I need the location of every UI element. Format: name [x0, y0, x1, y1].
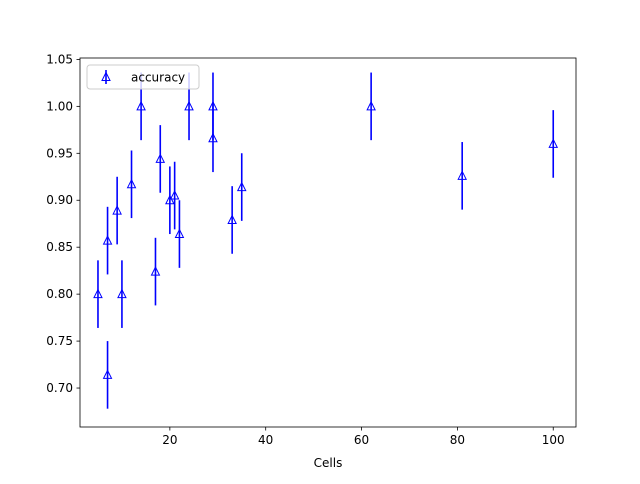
data-point-marker — [548, 138, 559, 148]
x-tick-label: 60 — [354, 433, 369, 447]
y-tick-label: 1.05 — [46, 52, 73, 66]
data-point-marker — [136, 100, 146, 111]
y-tick-label: 0.85 — [46, 240, 73, 254]
x-axis: 20 40 60 80 100 — [162, 427, 565, 447]
data-point-marker — [102, 369, 113, 379]
axes-frame — [79, 57, 577, 428]
data-point-marker — [155, 153, 166, 163]
x-tick-label: 80 — [450, 433, 465, 447]
legend-box — [86, 64, 200, 90]
y-tick-label: 0.70 — [46, 381, 73, 395]
data-point-marker — [102, 235, 113, 245]
data-point-marker — [165, 194, 175, 205]
x-tick-label: 20 — [162, 433, 177, 447]
legend-marker — [101, 71, 111, 81]
data-point-marker — [112, 204, 122, 215]
data-point-marker — [208, 132, 218, 143]
plot-area — [79, 57, 577, 428]
x-tick-label: 40 — [258, 433, 273, 447]
y-tick-label: 1.00 — [46, 99, 73, 113]
data-point-marker — [366, 100, 376, 111]
data-point-marker — [184, 100, 194, 111]
x-axis-label: Cells — [314, 456, 343, 470]
y-tick-label: 0.80 — [46, 287, 73, 301]
data-point-marker — [457, 170, 467, 180]
data-point-marker — [169, 189, 180, 200]
data-point-marker — [117, 288, 127, 299]
y-tick-label: 0.90 — [46, 193, 73, 207]
y-tick-label: 0.75 — [46, 334, 73, 348]
data-point-marker — [93, 288, 103, 299]
legend-label: accuracy — [131, 71, 185, 85]
y-tick-label: 0.95 — [46, 146, 73, 160]
data-point-marker — [236, 181, 247, 192]
data-point-marker — [126, 178, 137, 189]
data-point-marker — [150, 265, 161, 276]
data-point-marker — [227, 214, 237, 224]
data-point-marker — [174, 228, 185, 239]
y-axis: 0.70 0.75 0.80 0.85 0.90 0.95 1.00 1.05 — [46, 52, 80, 395]
x-tick-label: 100 — [542, 433, 565, 447]
legend: accuracy — [86, 64, 200, 90]
